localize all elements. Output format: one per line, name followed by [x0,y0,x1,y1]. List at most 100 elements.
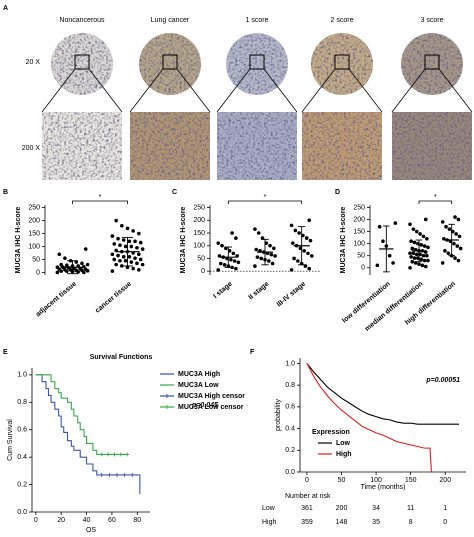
risk-value: 35 [372,519,380,526]
x-tick-label: 80 [133,517,141,524]
dot [408,265,412,270]
censor-mark [130,472,135,477]
y-tick-label: 0 [201,268,205,275]
dot [377,224,382,229]
dot [229,257,233,262]
dot [140,262,145,267]
dot [411,251,416,256]
dot [63,268,67,272]
panel-label: E [3,349,8,356]
zoom-image [130,112,210,180]
dot [409,255,413,259]
legend-label: MUC3A Low censor [178,404,244,411]
tissue-core [139,33,201,95]
dot [419,257,424,262]
risk-value: 0 [443,519,447,526]
censor-mark [115,472,120,477]
dot [422,244,427,248]
zoom-image [302,112,382,180]
survival-curve [306,363,432,473]
dot [381,239,385,244]
dot [114,218,118,223]
y-tick-label: 200 [353,216,365,223]
dot [138,257,143,262]
dot [440,261,445,265]
zoom-line [348,68,383,113]
dot [444,224,448,229]
dot [55,265,60,270]
dot [425,253,429,258]
zoom-line [41,68,76,113]
dot [83,247,88,251]
dot [417,262,421,266]
dot [135,245,139,250]
dot [256,231,261,235]
dot [292,256,296,261]
dot [393,221,398,225]
dot [118,258,122,263]
dot [131,229,135,233]
risk-value: 148 [336,519,348,526]
y-tick-label: 50 [32,256,40,263]
dot [412,256,417,260]
risk-table-title: Number at risk [285,493,331,500]
risk-value: 1 [443,505,447,512]
y-axis-label: MUC3A IHC H-score [340,207,347,274]
dot [135,261,139,266]
survival-curve [35,374,128,455]
tissue-core [51,33,113,95]
dot [391,261,395,265]
censor-mark [118,452,123,457]
risk-row-label: Low [262,505,276,512]
dot [455,244,460,248]
x-tick-label: 150 [405,477,417,484]
dot [222,263,227,267]
zoom-image [392,112,472,180]
dot [419,243,424,247]
y-tick-label: 250 [28,204,40,211]
dot [453,256,457,260]
dot [426,258,430,263]
dot [116,253,120,258]
dot [137,268,141,272]
dot [112,242,117,246]
dot [304,236,309,240]
dot [216,241,221,245]
dot [57,252,62,257]
column-label: Noncancerous [59,17,105,24]
dot [269,252,274,257]
survival-curve [35,374,141,495]
dot [120,223,124,228]
censor-mark [99,452,104,457]
significance-label: * [434,194,437,201]
zoom-line [176,68,211,113]
dot [458,246,463,251]
dot [140,247,145,251]
dot [410,259,415,264]
risk-value: 8 [409,519,413,526]
dot [408,222,412,227]
dot [289,268,294,272]
dot [63,256,67,260]
annotation: p=0.045 [191,402,218,409]
dot [289,223,294,228]
dot [65,263,69,267]
y-tick-label: 0.2 [17,481,27,488]
dot [236,260,241,265]
dot [114,262,118,267]
y-tick-label: 0.6 [17,427,27,434]
y-tick-label: 0.0 [285,469,295,476]
zoom-image [42,112,122,180]
dot [120,264,124,268]
y-tick-label: 50 [197,255,205,262]
y-tick-label: 0 [36,269,40,276]
column-label: Lung cancer [151,17,190,24]
dot [55,270,60,275]
dot [138,240,143,245]
dot [123,244,128,249]
zoom-line [129,68,164,113]
zoom-box [162,54,178,70]
y-tick-label: 150 [353,228,365,235]
dot [412,240,417,245]
legend-label: MUC3A Low [178,382,219,389]
